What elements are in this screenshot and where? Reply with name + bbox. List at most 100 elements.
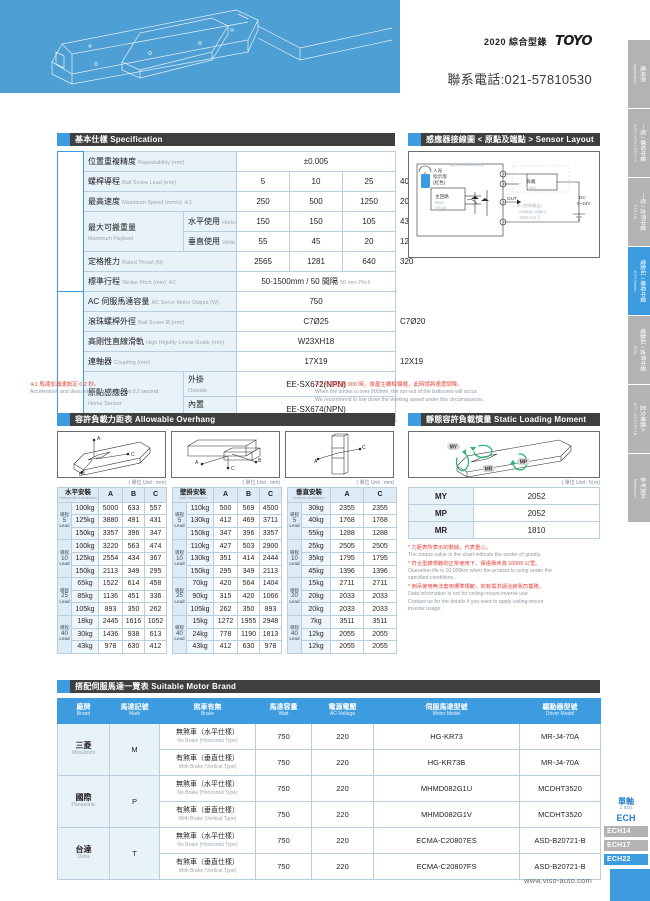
heading-cn: 感應器接線圖 < 原點及端點 > [426,135,534,144]
cell-b: 434 [122,551,145,566]
spec-value-linear-guide: W23XH18 [236,331,396,352]
cell-a: 2505 [330,539,365,553]
table-row: 130kg 412 469 3711 [173,514,282,528]
svg-text:IC (控制輸出): IC (控制輸出) [517,202,542,209]
side-tab-rail[interactable]: 應用例 Application 一般 / 螺桿中載 GTH / GTX / ETH … [628,40,650,523]
cell-brake: 無煞車（水平仕樣） No Brake (Horizontal Type) [159,723,256,750]
heading-swatch-icon [57,413,70,426]
cell-a: 893 [98,602,123,616]
cell-b: 564 [237,577,260,591]
cell-brand: 台達 Delta [57,827,110,880]
cell-a: 2445 [98,614,123,629]
cell-c: 1768 [363,514,398,528]
footnote-cn: ※2 行程超過 900 時，會產生螺桿偏擺，此時請將速度調降。 [315,382,463,388]
table-row: 台達 Delta T 無煞車（水平仕樣） No Brake (Horizontal … [57,827,601,880]
family-item-ech14[interactable]: ECH14 [604,826,648,837]
cell-load: 25kg [300,539,332,553]
cell-driver-model: MR-J4-70A [519,749,601,776]
product-family-selector[interactable]: 單軸 1 axis ECH ECH14 ECH17 ECH22 [604,797,648,865]
side-tab-sublabel: Reference [633,478,639,498]
table-row: 導程 5 Lead 110kg 500 569 4500 [172,501,282,541]
cell-a: 420 [213,577,238,591]
table-row: 螺桿導程 Ball Screw Lead (mm) 5 10 25 40 [58,171,409,192]
cell-c: 336 [144,589,167,604]
sidebar-item-ech-series[interactable]: 電動缸 / 螺桿中載 ECH Series [628,247,650,316]
cell-c: 1396 [363,564,398,579]
sidebar-item-etb-m[interactable]: 一般 / 皮帶中載 ETB / M [628,178,650,247]
sidebar-item-ecb[interactable]: 電動缸 / 皮帶中載 ECB [628,316,650,385]
sidebar-item-xyt-xyz-xytb[interactable]: 直交機器人 XYT / XYZ / XYTB [628,385,650,454]
table-row: 導程 40 Lead 15kg 1272 1955 2948 [172,614,282,654]
sidebar-item-gth-gtx-eth-y[interactable]: 一般 / 螺桿中載 GTH / GTX / ETH / Y [628,109,650,178]
cell-load: 150kg [71,564,99,579]
table-row: 導程 5 Lead 100kg 5000 633 557 [57,501,167,541]
cell-motor-model: ECMA-C20807FS [373,853,520,880]
overhang-table-horizontal: 水平安裝 Horizontal Installation A B C 導程 5 Le… [57,487,167,654]
cell-c: 1066 [259,589,282,604]
cell-a: 3511 [330,614,365,629]
cell-load: 35kg [300,551,332,566]
cell-load: 110kg [186,539,214,553]
cell-c: 4500 [259,501,282,516]
col-b: B [237,487,260,503]
cell-brake: 有煞車（垂直仕樣） With Brake (Vertical Type) [159,853,256,880]
col-c: C [144,487,167,503]
cell-a: 978 [98,640,123,654]
cell-a: 412 [213,640,238,654]
static-loading-unit-note: ( 單位 Unit : N.m) [561,480,600,486]
footnote-en: Acceleration and deacceleration value is… [30,389,160,396]
cell-load: 125kg [71,551,99,566]
table-header-row: 垂直安裝 Vertical Installation A C [286,487,398,503]
spec-value-lead-25: 25 [342,171,396,192]
table-row: 35kg 1795 1795 [288,551,398,566]
static-loading-heading: 靜態容許負載慣量 Static Loading Moment [408,413,600,426]
cell-a: 412 [213,514,238,528]
cell-c: 347 [144,526,167,541]
table-row: 有煞車（垂直仕樣） With Brake (Vertical Type) 750 … [58,853,601,880]
cell-driver-model: MR-J4-70A [519,723,601,750]
spec-label-linear-guide: 高剛性直線滑軌 High Rigidity Linear Guide (mm) [83,331,237,352]
cell-c: 2900 [259,539,282,553]
cell-load: 130kg [186,514,214,528]
heading-swatch-icon [408,413,421,426]
table-row: 導程 25 Lead 70kg 420 564 1404 [172,577,282,616]
spec-label-ball-screw-dia: 滾珠螺桿外徑 Ball Screw Ø (mm) [83,311,237,332]
footnote-cn: ※1 馬達加減速設定 0.2 秒。 [30,382,100,388]
spec-value-thrust-1: 2565 [236,251,290,272]
family-item-ech22[interactable]: ECH22 [604,854,648,865]
table-row: 150kg 347 396 3357 [173,526,282,541]
cell-load: 70kg [186,577,214,591]
cell-c: 1052 [144,614,167,629]
lead-group: 導程 5 Lead [287,501,302,541]
table-row: 105kg 893 350 262 [58,602,167,616]
col-installation: 壁掛安裝 Wall Installation [172,487,214,503]
cell-a: 3220 [98,539,123,553]
side-tab-sublabel: GTH / GTX / ETH / Y [633,124,639,162]
specification-heading: 基本仕樣 Specification [57,133,395,146]
overhang-figure-vertical: C A ( 單位 Unit : mm) [285,431,394,486]
cell-a: 2033 [330,589,365,604]
svg-text:DC: DC [579,195,586,200]
svg-text:C: C [362,445,366,451]
sidebar-item-reference[interactable]: 參考資料 Reference [628,454,650,523]
footer-website-url[interactable]: www.viso-auto.com [523,876,592,885]
cell-moment-value: 1810 [473,521,600,539]
table-row: 導程 10 Lead 100kg 3220 563 474 [57,539,167,579]
spec-value-screw-dia-1: C7Ø25 [236,311,396,332]
col-a: A [213,487,238,503]
note-cn: * 符合型錄規範的正常使用下，保證壽命為 10000 公里。 [408,560,541,567]
cell-c: 262 [144,602,167,616]
col-mark: 馬達記號 Mark [109,698,160,724]
lead-group: 導程 5 Lead [172,501,187,541]
overhang-table-wall: 壁掛安裝 Wall Installation A B C 導程 5 Lead 110… [172,487,282,654]
cell-brand: 國際 Panasonic [57,775,110,828]
toyo-logo: TOYO [555,34,592,49]
spec-value-sensor-outside: EE-SX672(NPN) [236,371,396,397]
cell-watt: 750 [255,801,312,828]
sidebar-item-application[interactable]: 應用例 Application [628,40,650,109]
cell-b: 491 [122,514,145,528]
cell-b: 563 [122,539,145,553]
family-item-ech17[interactable]: ECH17 [604,840,648,851]
heading-swatch-icon [408,133,421,146]
table-row: 125kg 2554 434 367 [58,551,167,566]
